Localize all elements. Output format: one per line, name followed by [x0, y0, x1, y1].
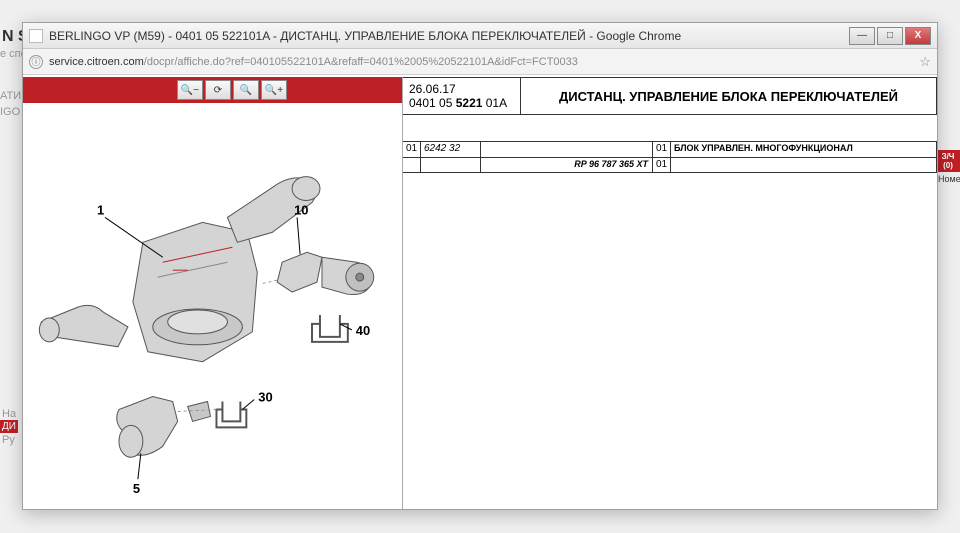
col-ref: RP 96 787 365 XT	[481, 158, 653, 172]
parts-table: 01 6242 32 01 БЛОК УПРАВЛЕН. МНОГОФУНКЦИ…	[403, 141, 937, 173]
col-code	[421, 158, 481, 172]
col-position: 01	[403, 142, 421, 157]
url-host: service.citroen.com	[49, 56, 144, 68]
doc-date: 26.06.17	[409, 82, 514, 96]
exploded-diagram[interactable]: 1 10 40 30 5	[23, 103, 402, 509]
titlebar: BERLINGO VP (M59) - 0401 05 522101A - ДИ…	[23, 23, 937, 49]
cart-badge[interactable]: З/Ч (0)	[936, 150, 960, 172]
side-label: Номер	[936, 172, 960, 184]
site-info-icon[interactable]: ⓘ	[29, 55, 43, 69]
col-sub2: 01	[653, 158, 671, 172]
col-position	[403, 158, 421, 172]
doc-header: 26.06.17 0401 05 5221 01A ДИСТАНЦ. УПРАВ…	[403, 77, 937, 115]
bookmark-icon[interactable]: ☆	[919, 54, 931, 70]
col-code: 6242 32	[421, 142, 481, 157]
svg-text:10: 10	[294, 202, 308, 217]
maximize-button[interactable]: □	[877, 27, 903, 45]
zoom-in-button[interactable]: 🔍+	[261, 80, 287, 100]
table-row[interactable]: RP 96 787 365 XT 01	[403, 157, 936, 172]
diagram-toolbar: 🔍− ⟳ 🔍 🔍+	[23, 77, 402, 103]
bg-text: ДИ	[0, 420, 18, 433]
zoom-out-button[interactable]: 🔍−	[177, 80, 203, 100]
browser-window: BERLINGO VP (M59) - 0401 05 522101A - ДИ…	[22, 22, 938, 510]
doc-code: 0401 05 5221 01A	[409, 96, 514, 110]
address-bar[interactable]: ⓘ service.citroen.com /docpr/affiche.do?…	[23, 49, 937, 75]
minimize-button[interactable]: —	[849, 27, 875, 45]
col-description: БЛОК УПРАВЛЕН. МНОГОФУНКЦИОНАЛ	[671, 142, 936, 157]
diagram-panel: 🔍− ⟳ 🔍 🔍+	[23, 77, 403, 509]
zoom-fit-button[interactable]: 🔍	[233, 80, 259, 100]
svg-text:1: 1	[97, 202, 104, 217]
col-spacer	[481, 142, 653, 157]
svg-text:5: 5	[133, 481, 140, 496]
window-title: BERLINGO VP (M59) - 0401 05 522101A - ДИ…	[49, 29, 681, 43]
close-button[interactable]: X	[905, 27, 931, 45]
doc-title: ДИСТАНЦ. УПРАВЛЕНИЕ БЛОКА ПЕРЕКЛЮЧАТЕЛЕЙ	[521, 78, 936, 114]
col-sub1: 01	[653, 142, 671, 157]
favicon-icon	[29, 29, 43, 43]
table-row[interactable]: 01 6242 32 01 БЛОК УПРАВЛЕН. МНОГОФУНКЦИ…	[403, 142, 936, 157]
col-description	[671, 158, 936, 172]
bg-text: Ру	[2, 434, 15, 446]
refresh-button[interactable]: ⟳	[205, 80, 231, 100]
bg-text: АТИ	[0, 90, 21, 102]
bg-text: На	[2, 408, 16, 420]
svg-text:30: 30	[258, 390, 272, 405]
side-panel: З/Ч (0) Номер	[936, 150, 960, 184]
svg-text:40: 40	[356, 323, 370, 338]
url-path: /docpr/affiche.do?ref=040105522101A&refa…	[144, 56, 578, 68]
info-panel: 26.06.17 0401 05 5221 01A ДИСТАНЦ. УПРАВ…	[403, 77, 937, 509]
